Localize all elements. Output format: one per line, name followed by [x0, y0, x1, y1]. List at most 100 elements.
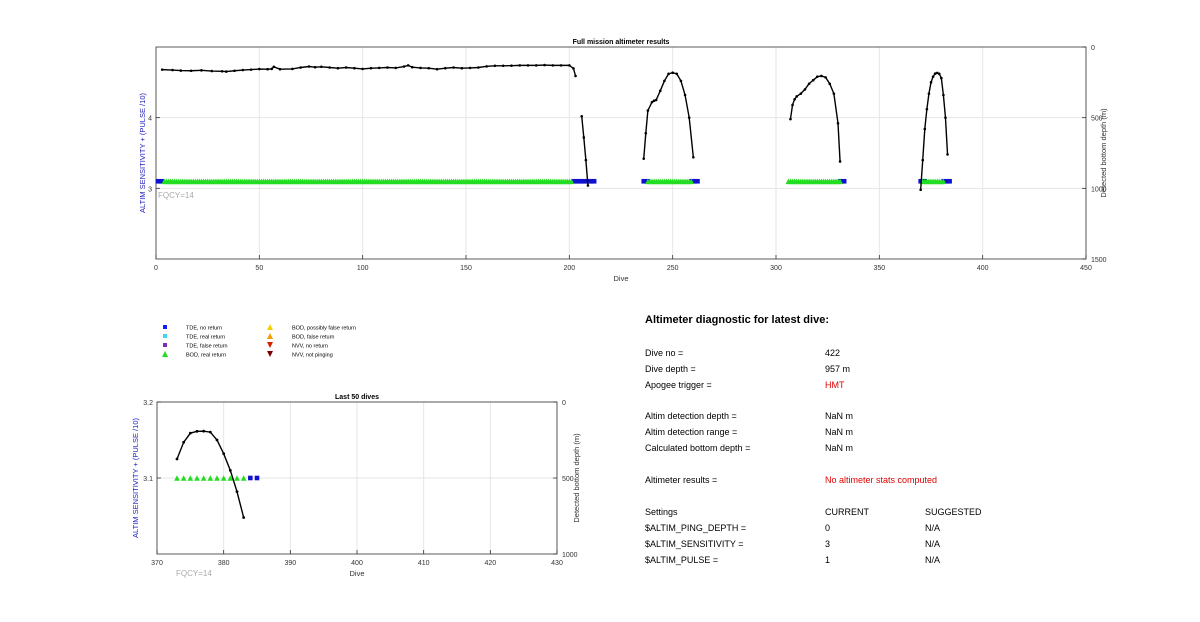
depth-point [200, 69, 203, 72]
depth-point [242, 516, 246, 519]
depth-point [824, 76, 827, 79]
depth-point [235, 490, 239, 494]
depth-point [328, 66, 331, 69]
depth-point [828, 82, 832, 86]
depth-point [452, 66, 455, 69]
depth-point [667, 72, 670, 76]
x-tick-label: 150 [460, 265, 472, 272]
legend-triangle-marker [162, 351, 168, 357]
legend-label: NVV, no return [292, 344, 328, 350]
setting-name: $ALTIM_PULSE = [645, 555, 719, 565]
bod-real-return-marker [688, 178, 695, 185]
results-label: Altimeter results = [645, 475, 718, 485]
depth-point [803, 88, 807, 91]
y-axis-label: ALTIM SENSITIVITY + (PULSE /10) [131, 418, 140, 538]
legend-label: NVV, not pinging [292, 353, 333, 359]
results-value: No altimeter stats computed [825, 475, 938, 485]
depth-point [224, 70, 228, 73]
depth-point [406, 64, 410, 67]
legend-square-marker [163, 343, 167, 347]
setting-name: $ALTIM_SENSITIVITY = [645, 539, 744, 549]
bod-real-return-marker [940, 178, 947, 185]
legend-square-marker [163, 325, 167, 329]
x-tick-label: 400 [351, 560, 363, 567]
depth-point [427, 66, 431, 70]
depth-point [291, 67, 294, 71]
depth-point [444, 66, 447, 70]
depth-point [510, 64, 513, 67]
depth-point [687, 116, 691, 119]
bod-real-return-marker [214, 475, 220, 481]
depth-point [208, 430, 212, 434]
depth-point [807, 82, 811, 86]
depth-line [581, 116, 589, 186]
legend-label: TDE, no return [186, 326, 222, 332]
apogee-value: HMT [825, 380, 845, 390]
x-tick-label: 0 [154, 265, 158, 272]
bod-real-return-marker [174, 475, 180, 481]
depth-point [361, 67, 364, 71]
setting-suggested: N/A [925, 555, 941, 565]
setting-row: $ALTIM_SENSITIVITY = 3 N/A [645, 539, 1165, 553]
depth-point [683, 93, 687, 97]
x-tick-label: 350 [873, 265, 885, 272]
tde-no-return-marker [159, 178, 165, 184]
x-tick-label: 410 [418, 560, 430, 567]
suggested-header: SUGGESTED [925, 507, 982, 517]
setting-current: 1 [825, 555, 831, 565]
depth-point [402, 65, 406, 68]
x-tick-label: 200 [563, 265, 575, 272]
legend-triangle-marker [267, 324, 273, 330]
depth-point [582, 136, 586, 139]
depth-point [580, 114, 584, 118]
depth-point [838, 160, 842, 163]
y2-axis-label: Detected bottom depth (m) [572, 433, 581, 523]
settings-label: Settings [645, 507, 678, 517]
y2-tick-label: 0 [1091, 45, 1095, 52]
depth-point [179, 69, 183, 72]
depth-point [460, 66, 464, 70]
depth-point [832, 92, 836, 95]
depth-point [266, 67, 269, 71]
bod-real-return-marker [240, 475, 247, 481]
settings-header-row: Settings CURRENT SUGGESTED [645, 507, 1165, 521]
detection-range-row: Altim detection range = NaN m [645, 427, 1165, 441]
depth-point [944, 116, 947, 119]
depth-point [935, 71, 939, 75]
depth-point [940, 76, 943, 80]
depth-point [386, 66, 389, 69]
dive-no-row: Dive no = 422 [645, 348, 1165, 362]
depth-point [568, 64, 571, 67]
depth-point [679, 79, 683, 83]
x-tick-label: 100 [357, 265, 369, 272]
x-tick-label: 370 [151, 560, 163, 567]
depth-point [584, 158, 588, 162]
depth-point [313, 65, 317, 69]
dive-depth-value: 957 m [825, 364, 851, 374]
depth-point [923, 127, 927, 131]
x-axis-label: Dive [349, 569, 364, 578]
depth-point [468, 66, 472, 70]
y-tick-label: 3 [148, 186, 152, 193]
bod-real-return-marker [227, 475, 234, 481]
depth-point [692, 155, 695, 159]
depth-point [551, 64, 555, 67]
depth-point [222, 452, 226, 456]
tde-no-return-marker [695, 178, 700, 184]
dive-depth-label: Dive depth = [645, 364, 696, 374]
plot-frame [155, 46, 1087, 260]
bod-real-return-marker [200, 475, 207, 481]
setting-row: $ALTIM_PULSE = 1 N/A [645, 555, 1165, 569]
depth-point [220, 70, 224, 73]
depth-line [919, 72, 949, 190]
depth-point [189, 69, 193, 73]
depth-point [816, 75, 819, 78]
x-tick-label: 430 [551, 560, 563, 567]
depth-point [188, 431, 192, 435]
results-row: Altimeter results = No altimeter stats c… [645, 475, 1165, 489]
depth-point [799, 92, 803, 95]
bod-real-return-marker [568, 178, 575, 185]
fqcy-annotation: FQCY=14 [158, 191, 194, 200]
depth-point [410, 65, 414, 69]
dive-no-label: Dive no = [645, 348, 684, 358]
